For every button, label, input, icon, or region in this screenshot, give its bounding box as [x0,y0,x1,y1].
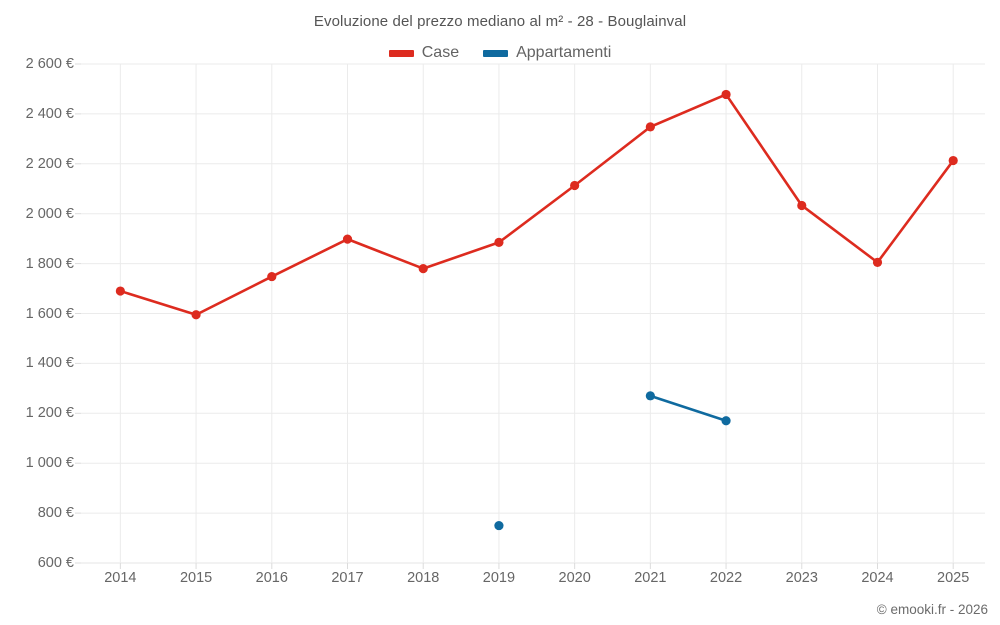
legend-swatch-appartamenti [483,49,509,57]
series-line-case [119,93,955,317]
data-point-case[interactable] [948,155,958,166]
footer-credit: © emooki.fr - 2026 [876,602,988,617]
x-axis-tick-label: 2017 [331,570,364,586]
chart-legend: Case Appartamenti [0,44,1000,62]
x-axis-tick-label: 2023 [785,570,818,586]
y-axis-tick-labels: 2 600 € 2 400 € 2 200 € 2 000 € 1 800 € 1 600… [0,56,74,571]
data-point-case[interactable] [872,257,883,267]
data-point-case[interactable] [494,237,504,247]
data-point-case[interactable] [191,310,201,320]
y-axis-tick-label: 1 400 € [25,355,74,372]
x-axis-tick-label: 2024 [861,570,894,586]
x-axis-tick-label: 2016 [255,570,288,586]
y-axis-tick-label: 1 200 € [25,405,74,422]
y-axis-tick-label: 2 400 € [25,105,74,122]
data-point-case[interactable] [645,122,655,132]
data-point-case[interactable] [721,89,731,100]
page-title: Evoluzione del prezzo mediano al m² - 28… [313,13,687,30]
legend-label-case: Case [421,44,460,61]
legend-item-appartamenti[interactable]: Appartamenti [483,44,611,62]
x-axis-tick-label: 2025 [937,570,970,586]
data-point-case[interactable] [418,263,428,274]
data-point-appartamenti[interactable] [494,520,504,531]
data-point-case[interactable] [267,271,277,282]
x-axis-tick-label: 2014 [104,570,137,586]
data-point-case[interactable] [342,234,353,244]
y-axis-tick-label: 1 600 € [25,305,74,322]
data-point-appartamenti[interactable] [721,416,731,426]
plot-svg [75,63,985,569]
y-axis-tick-label: 2 200 € [25,155,74,172]
legend-swatch-case [388,49,414,57]
y-axis-tick-label: 2 000 € [25,205,74,222]
y-axis-tick-label: 800 € [37,505,74,522]
y-axis-tick-label: 2 600 € [25,56,74,72]
data-point-appartamenti[interactable] [645,391,655,401]
x-axis-tick-label: 2022 [709,570,743,586]
data-point-case[interactable] [570,180,580,191]
x-axis-tick-label: 2020 [558,570,591,586]
x-axis-tick-label: 2018 [407,570,440,586]
x-axis-tick-label: 2021 [634,570,667,586]
plot-area [75,63,985,569]
y-axis-tick-label: 600 € [37,555,74,571]
legend-item-case[interactable]: Case [388,44,460,62]
data-point-case[interactable] [797,200,807,211]
y-axis-tick-label: 1 800 € [25,255,74,272]
data-point-case[interactable] [115,286,125,296]
y-axis-tick-label: 1 000 € [25,455,74,472]
x-axis-tick-label: 2015 [179,570,213,586]
x-axis-tick-label: 2019 [482,570,516,586]
x-axis-tick-labels: 2014 2015 2016 2017 2018 2019 2020 2021 2022 2023… [81,570,985,594]
series-line-appartamenti [649,394,728,423]
legend-label-appartamenti: Appartamenti [516,44,612,61]
